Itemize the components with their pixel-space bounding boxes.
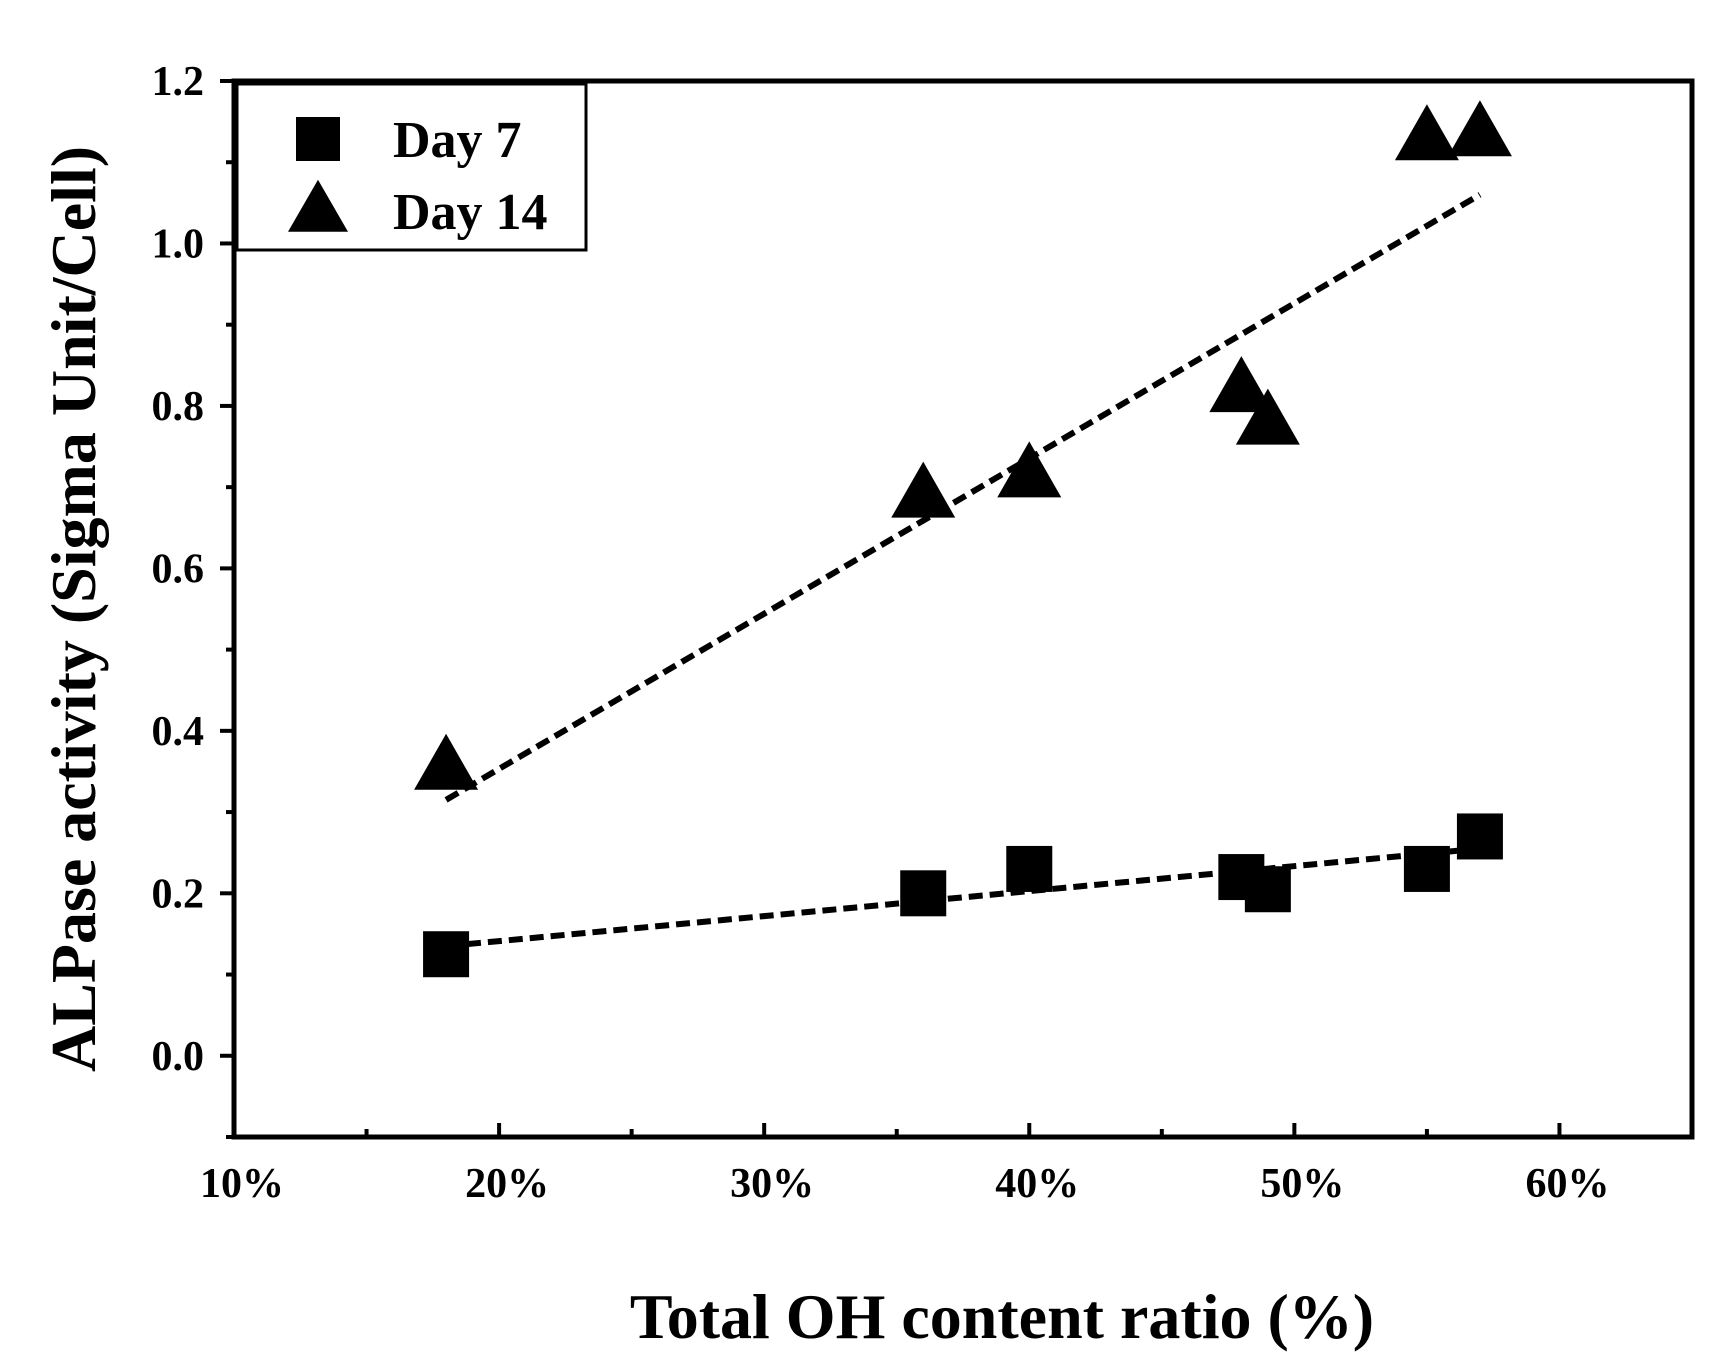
data-point-day-14: [891, 461, 956, 518]
x-tick-label: 20%: [465, 1161, 549, 1207]
legend-label-day-7: Day 7: [393, 112, 522, 169]
legend: Day 7 Day 14: [235, 82, 588, 252]
data-point-day-14: [1209, 356, 1274, 413]
data-point-day-14: [997, 441, 1062, 498]
plot-area-frame: [231, 78, 1695, 1140]
y-tick-label: 0.0: [152, 1034, 205, 1080]
y-tick-label: 0.6: [152, 546, 205, 592]
y-axis-title: ALPase activity (Sigma Unit/Cell): [38, 146, 109, 1072]
legend-marker-day-7: [296, 117, 340, 161]
data-point-day-7: [1403, 845, 1450, 892]
data-point-day-14: [1394, 104, 1459, 161]
x-tick-label: 40%: [995, 1161, 1079, 1207]
x-tick-label: 10%: [200, 1161, 284, 1207]
data-point-day-7: [423, 931, 470, 978]
x-axis-title: Total OH content ratio (%): [630, 1281, 1374, 1352]
y-tick-label: 0.8: [152, 384, 205, 430]
data-point-day-7: [1456, 813, 1503, 860]
data-point-day-7: [1244, 866, 1291, 913]
trendline-day-7: [445, 845, 1481, 950]
legend-marker-day-14: [288, 179, 348, 232]
y-tick-label: 1.0: [152, 221, 205, 267]
tick-label-layer: 10% 20% 30% 40% 50% 60% 0.0 0.2 0.4 0.6 0.8 1.0 1.2: [152, 59, 1610, 1207]
legend-label-day-14: Day 14: [393, 184, 548, 241]
data-point-day-7: [900, 870, 947, 917]
trendline-day-14: [444, 192, 1482, 803]
marker-layer: [414, 100, 1512, 978]
data-point-day-14: [1447, 100, 1512, 157]
x-tick-label: 60%: [1525, 1161, 1609, 1207]
data-point-day-14: [414, 733, 479, 790]
trendline-layer: [444, 192, 1482, 950]
x-tick-label: 30%: [730, 1161, 814, 1207]
y-tick-label: 0.2: [152, 871, 205, 917]
y-tick-label: 1.2: [152, 59, 205, 105]
data-point-day-7: [1006, 845, 1053, 892]
tick-layer: [220, 79, 1694, 1139]
data-point-day-14: [1235, 388, 1300, 445]
y-tick-label: 0.4: [152, 709, 205, 755]
x-tick-label: 50%: [1260, 1161, 1344, 1207]
